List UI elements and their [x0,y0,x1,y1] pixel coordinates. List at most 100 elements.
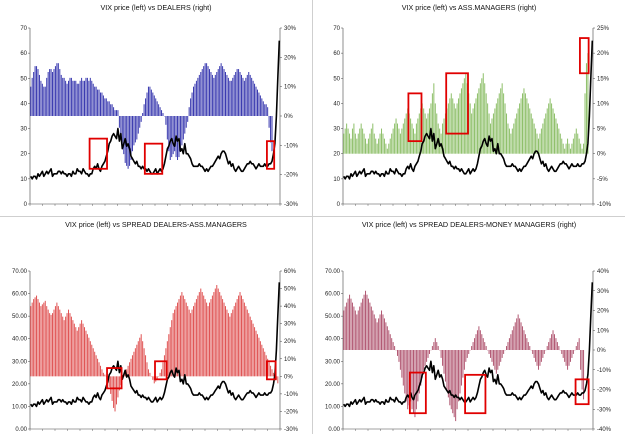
left-tick-label: 60 [333,51,340,57]
bar [347,298,349,350]
left-tick-label: 50.00 [325,314,341,320]
bar [533,350,535,358]
bar [177,302,179,377]
bar [252,80,254,116]
bar [115,110,117,116]
bar [142,113,144,116]
bar [436,113,438,154]
bar [417,118,419,154]
bar [510,133,512,154]
bar [549,338,551,350]
bar [354,133,356,154]
right-tick-label: 30% [597,289,610,295]
bar [449,350,451,406]
bar [427,113,429,154]
bar [378,138,380,154]
bar [350,138,352,154]
bar [139,116,141,128]
right-tick-label: 0% [597,348,606,354]
bar [391,133,393,154]
bar [102,372,104,377]
bar [542,350,544,358]
bar [191,92,193,116]
bar [63,320,65,377]
bar [98,89,100,116]
bar [37,69,39,116]
bar [197,77,199,116]
right-tick-label: -5% [597,177,608,183]
bar [507,123,509,154]
bar [264,104,266,116]
bar [66,313,68,377]
bar [85,77,87,116]
bar [415,350,417,410]
left-tick-label: 60 [20,51,27,57]
bar [195,299,197,377]
highlight-box [154,360,168,381]
highlight-box [579,37,590,75]
bar [412,350,415,414]
bar [104,98,106,116]
bar [568,350,570,366]
bar [211,74,213,116]
left-tick-label: 0 [337,202,341,208]
bar [134,116,136,143]
bar [353,123,355,154]
left-tick-label: 10.00 [325,404,341,410]
bar [517,108,519,154]
bar [81,320,83,377]
bar [49,69,51,116]
bar [375,318,377,350]
bar [232,309,234,377]
left-tick-label: 50 [333,76,340,82]
bar [82,323,84,377]
highlight-box [445,72,469,135]
left-tick-label: 40.00 [325,337,341,343]
bar [401,128,403,154]
bar [69,77,71,116]
bar [185,302,187,377]
bar [526,338,528,350]
bar [210,299,212,377]
bar [494,350,496,370]
bar [453,103,455,154]
bar [535,128,537,154]
bar [581,148,583,154]
bar [95,86,97,116]
bar [57,63,59,116]
bar [484,342,486,350]
bar [426,350,428,362]
bar [401,350,403,378]
bar [373,314,375,350]
bar [498,93,500,154]
bar [367,138,369,154]
bar [184,299,186,377]
bar [229,80,231,116]
bar [551,334,553,350]
bar [458,98,460,154]
bar [216,72,218,116]
left-tick-label: 60.00 [12,292,28,298]
bar [559,133,561,154]
bar [193,306,195,377]
left-tick-label: 20.00 [325,382,341,388]
bar [255,86,257,116]
bar [363,294,365,350]
bar [204,299,206,377]
bar [72,80,74,116]
bar [362,128,364,154]
bar [94,351,96,377]
right-tick-label: -30% [597,407,612,413]
bar [117,110,119,116]
bar [133,351,135,377]
bar [105,98,107,116]
bar [552,108,554,154]
bar [86,334,88,377]
bar [524,93,526,154]
bar [424,350,426,366]
bar [169,116,171,160]
bar [423,108,425,154]
bar [216,285,218,377]
bar [152,376,154,380]
bar [481,78,483,154]
